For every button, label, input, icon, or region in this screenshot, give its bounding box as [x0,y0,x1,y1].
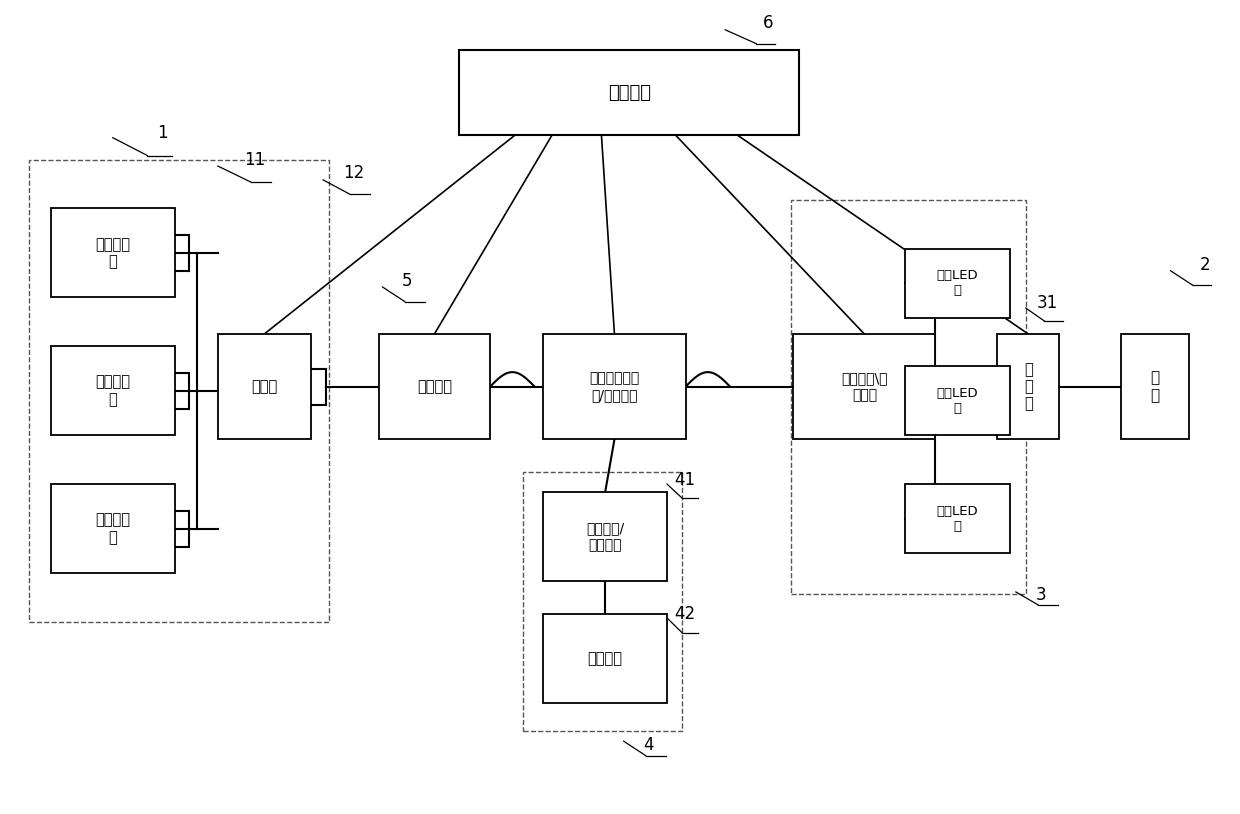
Text: 升压单元: 升压单元 [417,379,451,394]
Text: 储能电池: 储能电池 [588,651,622,666]
Text: 直流LED
灯: 直流LED 灯 [936,505,978,532]
FancyBboxPatch shape [51,208,175,297]
Text: 5: 5 [402,272,413,291]
FancyBboxPatch shape [543,334,686,440]
Text: 6: 6 [763,15,774,33]
Text: 4: 4 [644,737,653,755]
Text: 42: 42 [673,605,694,623]
FancyBboxPatch shape [904,249,1009,317]
FancyBboxPatch shape [218,334,311,440]
FancyBboxPatch shape [904,366,1009,435]
FancyBboxPatch shape [51,346,175,435]
Text: 3: 3 [1035,586,1047,604]
Text: 大容量双向直
流/直流模块: 大容量双向直 流/直流模块 [589,372,640,402]
Text: 双向直流\交
流模块: 双向直流\交 流模块 [841,372,888,402]
FancyBboxPatch shape [904,484,1009,553]
Text: 直流LED
灯: 直流LED 灯 [936,269,978,297]
FancyBboxPatch shape [459,50,800,135]
Text: 光伏发电
板: 光伏发电 板 [95,513,130,545]
Text: 1: 1 [157,124,167,142]
Text: 控制单元: 控制单元 [608,84,651,102]
Text: 双向直流/
直流模块: 双向直流/ 直流模块 [587,522,624,552]
Text: 电
网: 电 网 [1151,370,1159,403]
Text: 41: 41 [673,471,694,489]
FancyBboxPatch shape [1121,334,1189,440]
Text: 直流LED
灯: 直流LED 灯 [936,387,978,415]
FancyBboxPatch shape [51,484,175,573]
FancyBboxPatch shape [794,334,935,440]
Text: 光伏发电
板: 光伏发电 板 [95,374,130,407]
FancyBboxPatch shape [543,492,667,581]
FancyBboxPatch shape [997,334,1059,440]
Text: 汇流箱: 汇流箱 [252,379,278,394]
FancyBboxPatch shape [543,614,667,703]
Text: 12: 12 [343,164,365,182]
Text: 31: 31 [1037,294,1058,312]
Text: 11: 11 [244,151,265,169]
Text: 光伏发电
板: 光伏发电 板 [95,237,130,269]
FancyBboxPatch shape [378,334,490,440]
Text: 并
网
柜: 并 网 柜 [1024,361,1033,412]
Text: 2: 2 [1200,256,1210,274]
